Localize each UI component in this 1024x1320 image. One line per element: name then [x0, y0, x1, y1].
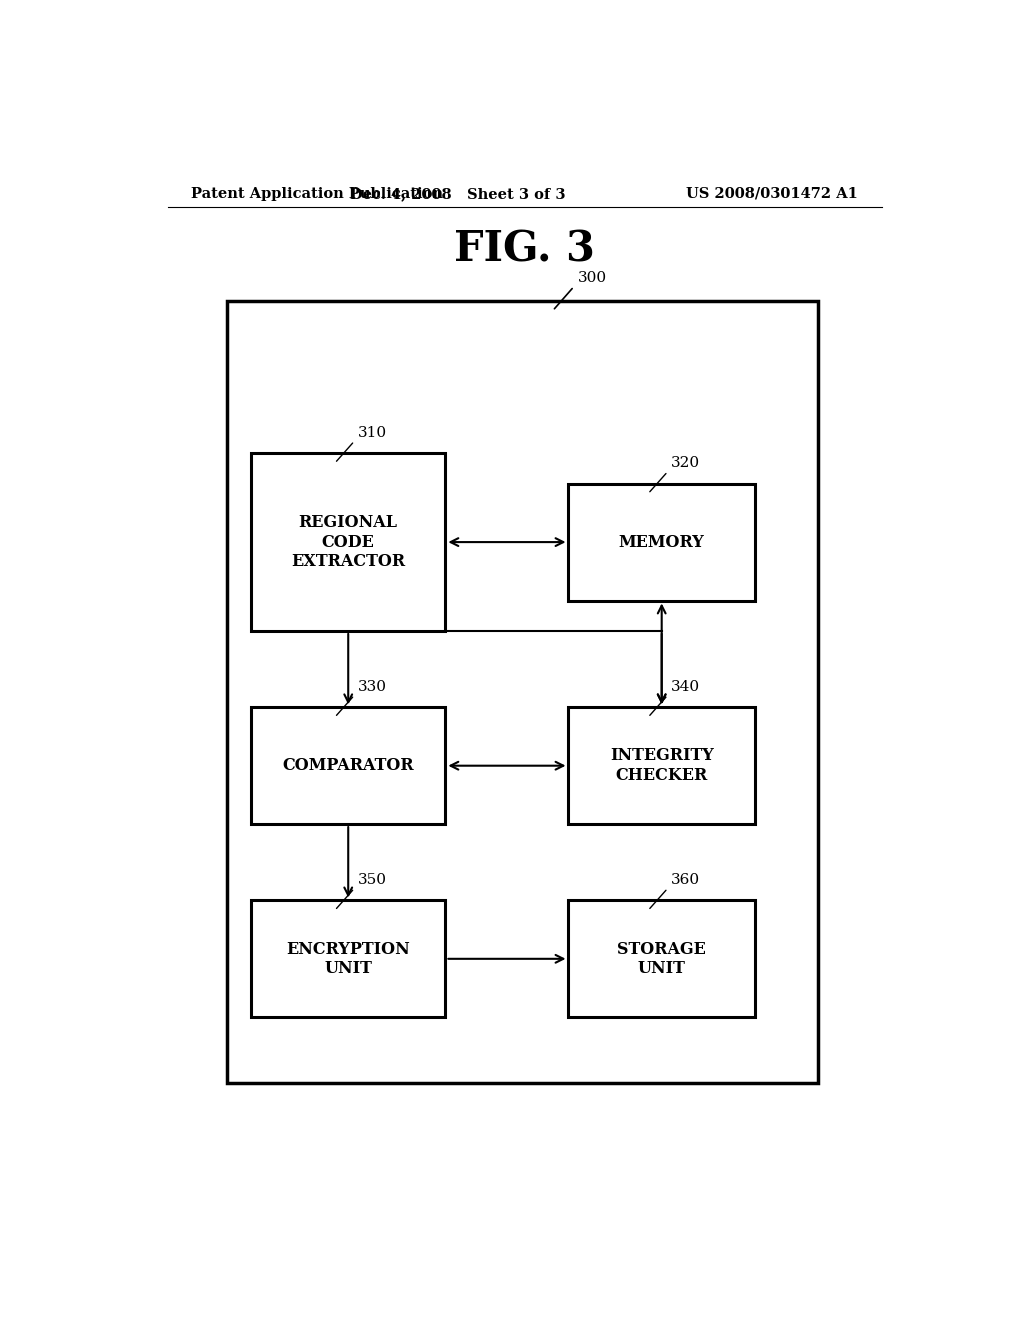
Bar: [251, 708, 445, 824]
Bar: [568, 900, 755, 1018]
Text: FIG. 3: FIG. 3: [455, 228, 595, 271]
Text: Dec. 4, 2008   Sheet 3 of 3: Dec. 4, 2008 Sheet 3 of 3: [349, 187, 565, 201]
Text: US 2008/0301472 A1: US 2008/0301472 A1: [686, 187, 858, 201]
Text: ENCRYPTION
UNIT: ENCRYPTION UNIT: [287, 941, 410, 977]
Bar: [251, 900, 445, 1018]
Text: REGIONAL
CODE
EXTRACTOR: REGIONAL CODE EXTRACTOR: [291, 513, 406, 570]
Bar: [568, 708, 755, 824]
Text: 340: 340: [671, 680, 700, 694]
Text: 320: 320: [671, 457, 700, 470]
Text: 300: 300: [578, 272, 607, 285]
Text: INTEGRITY
CHECKER: INTEGRITY CHECKER: [610, 747, 714, 784]
Bar: [568, 483, 755, 601]
Text: 350: 350: [357, 873, 387, 887]
Text: 360: 360: [671, 873, 700, 887]
Text: 330: 330: [357, 680, 387, 694]
Bar: [227, 301, 818, 1084]
Text: COMPARATOR: COMPARATOR: [283, 758, 414, 775]
Text: 310: 310: [357, 426, 387, 440]
Text: Patent Application Publication: Patent Application Publication: [191, 187, 443, 201]
Text: MEMORY: MEMORY: [618, 533, 705, 550]
Bar: [251, 453, 445, 631]
Text: STORAGE
UNIT: STORAGE UNIT: [617, 941, 707, 977]
